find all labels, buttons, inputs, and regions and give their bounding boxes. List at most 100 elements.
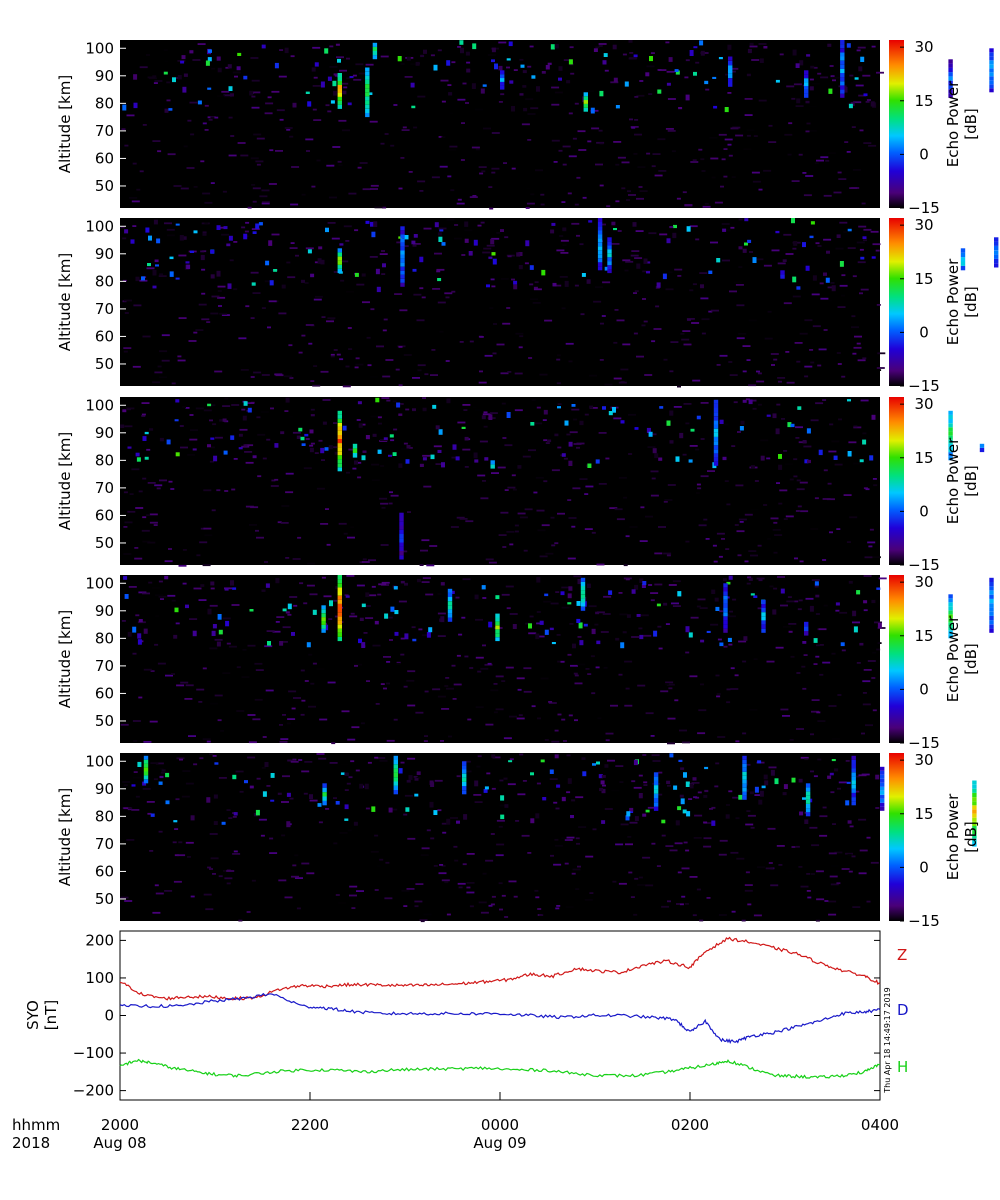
noise-cell — [370, 188, 378, 190]
echo-cell — [571, 799, 576, 802]
echo-cell — [876, 587, 881, 590]
echo-cell — [438, 236, 443, 242]
noise-cell — [682, 330, 691, 332]
echo-column-cell — [851, 797, 856, 802]
noise-cell — [680, 332, 685, 335]
echo-column-cell — [989, 620, 994, 625]
echo-column-cell — [840, 73, 845, 78]
noise-cell — [652, 433, 657, 436]
echo-column-cell — [851, 764, 856, 769]
noise-cell — [385, 359, 394, 361]
noise-cell — [787, 596, 792, 598]
echo-cell — [770, 769, 775, 776]
echo-cell — [150, 813, 155, 817]
noise-cell — [859, 849, 868, 852]
noise-cell — [200, 250, 205, 253]
noise-cell — [848, 441, 857, 444]
noise-cell — [698, 709, 707, 712]
noise-cell — [491, 167, 500, 170]
noise-cell — [377, 593, 382, 596]
noise-cell — [457, 882, 466, 885]
noise-cell — [141, 413, 146, 416]
echo-column-cell — [948, 622, 953, 627]
echo-column-cell — [713, 403, 719, 408]
noise-cell — [787, 153, 792, 156]
noise-cell — [396, 661, 401, 664]
noise-cell — [554, 838, 559, 841]
echo-column-cell — [989, 68, 994, 73]
noise-cell — [464, 466, 469, 468]
noise-cell — [333, 599, 338, 602]
noise-cell — [395, 368, 400, 371]
noise-cell — [584, 898, 593, 901]
echo-cell — [556, 784, 561, 788]
noise-cell — [232, 853, 241, 855]
echo-cell — [252, 455, 257, 459]
noise-cell — [742, 660, 747, 663]
echo-column-cell — [780, 270, 785, 275]
noise-cell — [817, 758, 822, 761]
noise-cell — [605, 457, 610, 460]
noise-cell — [462, 760, 471, 763]
noise-cell — [551, 86, 560, 89]
noise-cell — [168, 548, 172, 550]
noise-cell — [628, 413, 636, 416]
echo-column-cell — [989, 590, 994, 595]
echo-cell — [826, 250, 830, 254]
noise-cell — [321, 459, 325, 461]
noise-cell — [343, 86, 348, 89]
noise-cell — [752, 180, 761, 183]
noise-cell — [572, 487, 581, 490]
echo-cell — [629, 807, 634, 812]
echo-column-cell — [989, 582, 994, 587]
noise-cell — [441, 865, 446, 867]
noise-cell — [433, 865, 438, 867]
echo-column-cell — [399, 542, 404, 547]
noise-cell — [686, 318, 695, 320]
noise-cell — [159, 376, 168, 379]
noise-cell — [571, 525, 576, 528]
echo-cell — [602, 60, 607, 65]
echo-cell — [744, 242, 748, 246]
noise-cell — [795, 437, 800, 439]
echo-cell — [166, 439, 171, 445]
noise-cell — [692, 159, 697, 162]
noise-cell — [851, 855, 856, 858]
noise-cell — [817, 364, 822, 367]
noise-cell — [804, 365, 813, 368]
noise-cell — [201, 318, 210, 321]
noise-cell — [753, 658, 758, 661]
echo-cell — [669, 753, 674, 758]
noise-cell — [133, 776, 141, 779]
noise-cell — [495, 675, 504, 678]
colorbar-tick-label: −15 — [908, 556, 940, 574]
noise-cell — [289, 247, 298, 249]
noise-cell — [475, 148, 480, 151]
noise-cell — [268, 183, 277, 185]
echo-column-cell — [989, 611, 994, 616]
echo-column-cell — [447, 609, 453, 614]
echo-cell — [270, 799, 275, 802]
noise-cell — [281, 834, 286, 837]
noise-cell — [233, 288, 238, 291]
echo-cell — [142, 436, 147, 441]
noise-cell — [757, 866, 765, 869]
echo-column-cell — [337, 89, 342, 93]
noise-cell — [265, 689, 274, 692]
noise-cell — [445, 296, 450, 299]
noise-cell — [333, 349, 338, 351]
echo-column-cell — [840, 56, 845, 61]
echo-cell — [298, 427, 303, 432]
echo-cell — [551, 222, 556, 226]
echo-column-cell — [728, 56, 733, 61]
noise-cell — [694, 814, 703, 817]
noise-cell — [347, 738, 356, 741]
noise-cell — [816, 159, 824, 162]
noise-cell — [638, 774, 643, 777]
noise-cell — [377, 416, 382, 419]
noise-cell — [522, 415, 531, 418]
noise-cell — [747, 814, 756, 817]
echo-cell — [596, 761, 600, 765]
noise-cell — [469, 340, 474, 343]
noise-cell — [159, 350, 168, 353]
